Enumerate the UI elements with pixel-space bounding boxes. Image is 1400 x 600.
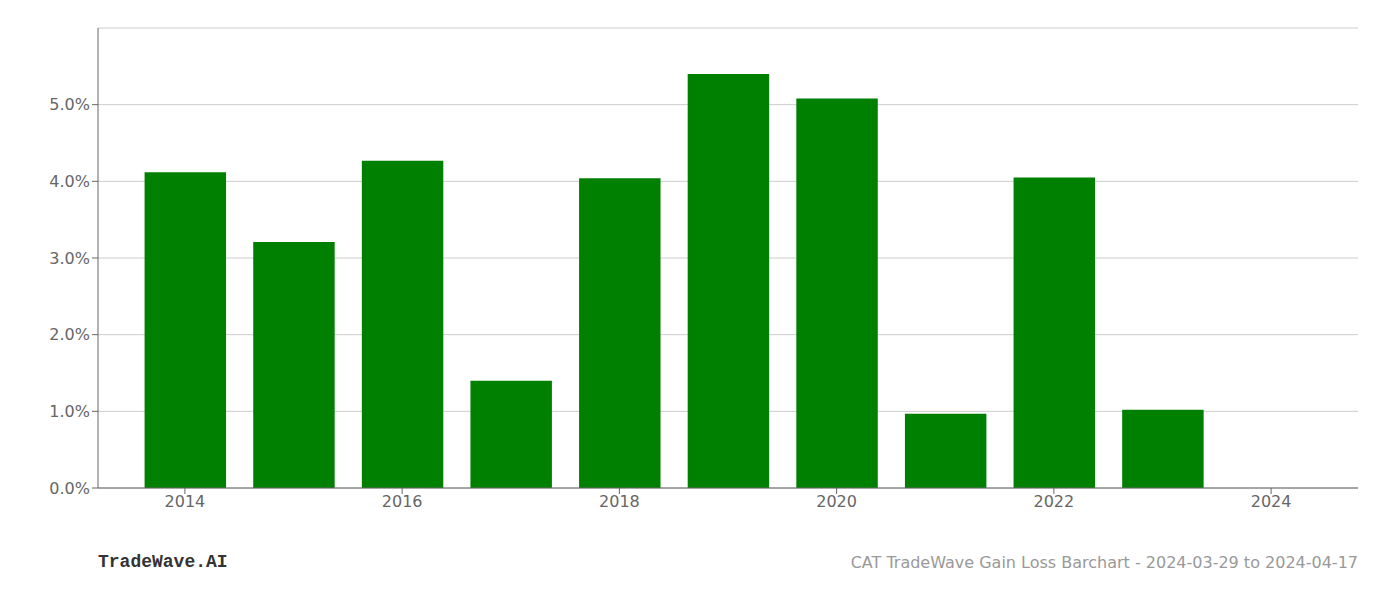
html-text:TradeWave.AI: TradeWave.AI bbox=[98, 552, 228, 572]
svg-text:1.0%: 1.0% bbox=[49, 402, 90, 421]
svg-text:2018: 2018 bbox=[599, 492, 640, 511]
svg-text:2016: 2016 bbox=[382, 492, 423, 511]
svg-text:2.0%: 2.0% bbox=[49, 325, 90, 344]
svg-text:2020: 2020 bbox=[816, 492, 857, 511]
svg-text:2022: 2022 bbox=[1034, 492, 1075, 511]
html-text:CAT TradeWave Gain Loss Barcha: CAT TradeWave Gain Loss Barchart - 2024-… bbox=[850, 553, 1358, 572]
svg-text:3.0%: 3.0% bbox=[49, 249, 90, 268]
svg-text:2024: 2024 bbox=[1251, 492, 1292, 511]
svg-text:5.0%: 5.0% bbox=[49, 95, 90, 114]
svg-text:4.0%: 4.0% bbox=[49, 172, 90, 191]
svg-text:2014: 2014 bbox=[165, 492, 206, 511]
svg-text:0.0%: 0.0% bbox=[49, 479, 90, 498]
